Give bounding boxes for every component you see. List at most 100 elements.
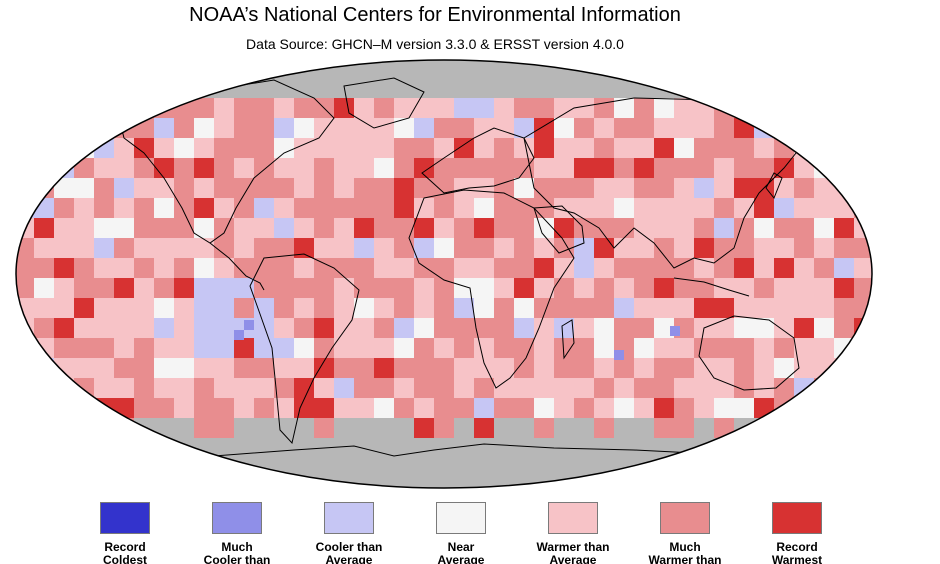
grid-cell [794,158,814,178]
grid-cell [394,178,414,198]
grid-cell [754,60,774,78]
grid-cell [274,278,294,298]
legend-swatch [548,502,598,534]
grid-cell [434,278,454,298]
grid-cell [474,78,494,98]
grid-cell [134,458,154,478]
grid-cell [594,398,614,418]
grid-cell [414,338,434,358]
grid-cell [314,338,334,358]
grid-cell [414,198,434,218]
grid-cell [614,378,634,398]
grid-cell [754,78,774,98]
grid-cell [474,478,494,488]
grid-cell [334,478,354,488]
grid-cell [774,238,794,258]
grid-cell [434,418,454,438]
grid-cell [774,178,794,198]
grid-cell [274,338,294,358]
grid-cell [214,478,234,488]
grid-cell [54,198,74,218]
grid-cell [634,98,654,118]
grid-cell [94,218,114,238]
grid-cell [554,258,574,278]
grid-cell [634,318,654,338]
grid-cell [234,438,254,458]
grid-cell [374,378,394,398]
indonesia-outline [673,277,750,297]
grid-cell [314,398,334,418]
grid-cell [394,418,414,438]
grid-cell [294,78,314,98]
grid-cell [794,198,814,218]
grid-cell [16,198,34,218]
grid-cell [474,178,494,198]
grid-cell [654,478,674,488]
grid-cell [454,298,474,318]
grid-cell [834,378,854,398]
grid-cell [634,60,654,78]
grid-cell [354,458,374,478]
north-america-outline [113,79,335,244]
grid-cell [114,258,134,278]
grid-cell [154,178,174,198]
grid-cell [16,278,34,298]
grid-cell [554,318,574,338]
grid-cell [594,218,614,238]
grid-cell [214,358,234,378]
grid-cell [394,438,414,458]
grid-cell [394,78,414,98]
grid-cell [134,60,154,78]
legend-label: Warmer than Average [536,540,610,564]
grid-cell [554,358,574,378]
grid-cell [514,178,534,198]
grid-cell [674,158,694,178]
grid-cell [294,298,314,318]
grid-cell [274,378,294,398]
grid-cell [234,278,254,298]
grid-cell [234,358,254,378]
grid-cell [774,98,794,118]
grid-cell [354,60,374,78]
grid-cell [434,378,454,398]
grid-cell [34,118,54,138]
grid-cell [434,358,454,378]
grid-cell [634,158,654,178]
grid-cell [194,178,214,198]
grid-cell [254,118,274,138]
grid-cell [734,218,754,238]
grid-cell [574,238,594,258]
grid-cell [194,298,214,318]
grid-cell [154,198,174,218]
grid-cell [174,418,194,438]
grid-cell [514,98,534,118]
grid-cell [794,278,814,298]
grid-cell [794,438,814,458]
grid-cell [534,298,554,318]
grid-cell [314,458,334,478]
grid-cell [154,338,174,358]
grid-cell [774,198,794,218]
grid-cell [754,298,774,318]
grid-cell [494,218,514,238]
legend-swatch [436,502,486,534]
legend-swatch [772,502,822,534]
grid-cell [254,478,274,488]
africa-outline [408,189,575,389]
grid-cell [674,118,694,138]
grid-cell [54,138,74,158]
grid-cell [94,338,114,358]
grid-cell [154,138,174,158]
grid-cell [614,418,634,438]
grid-cell [514,458,534,478]
grid-cell [114,178,134,198]
grid-cell [194,398,214,418]
grid-cell [454,118,474,138]
grid-cell [534,438,554,458]
grid-cell [614,158,634,178]
grid-cell [374,398,394,418]
grid-cell [794,338,814,358]
grid-cell [74,318,94,338]
grid-cell [434,298,454,318]
grid-cell [754,378,774,398]
